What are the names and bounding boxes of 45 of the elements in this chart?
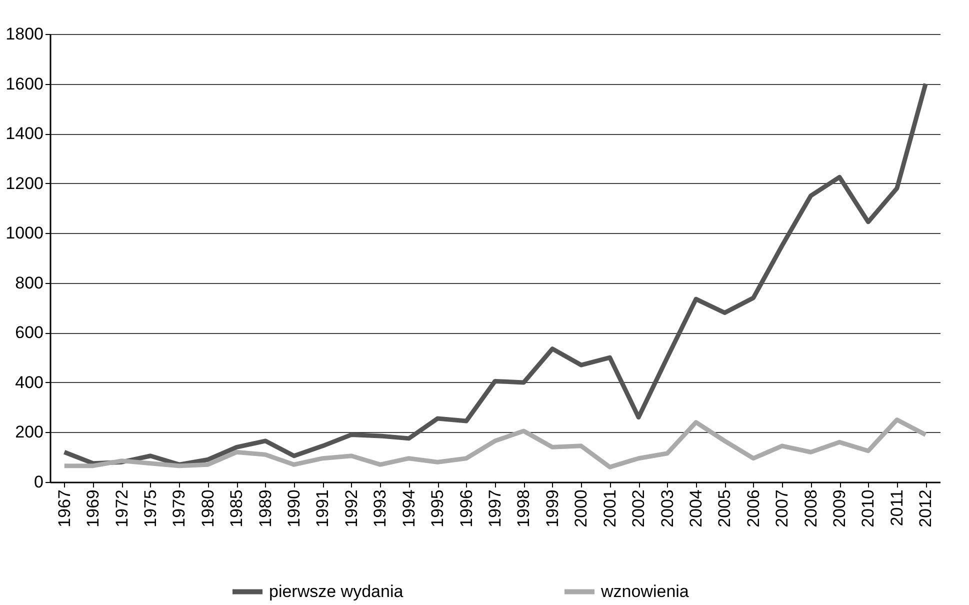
x-tick-label: 2008 [801, 490, 820, 528]
x-tick-label: 1989 [256, 490, 275, 528]
x-tick-label: 1996 [456, 490, 476, 528]
y-tick-label: 1600 [6, 74, 44, 94]
y-tick-label: 200 [15, 422, 44, 442]
x-tick-label: 1972 [112, 490, 132, 528]
x-tick-label: 1985 [227, 490, 246, 528]
legend-label: wznowienia [600, 582, 690, 601]
y-tick-label: 1000 [6, 224, 44, 243]
x-tick-label: 2002 [629, 490, 648, 528]
x-tick-label: 2005 [715, 490, 734, 528]
x-tick-label: 1992 [342, 490, 361, 528]
line-series [62, 82, 928, 467]
x-tick-label: 2011 [887, 490, 906, 526]
x-tick-label: 2004 [686, 490, 706, 528]
x-tick-label: 1994 [399, 490, 418, 528]
x-tick-label: 1993 [370, 490, 390, 528]
x-tick-label: 1975 [140, 490, 160, 528]
x-tick-label: 1980 [198, 490, 218, 528]
x-tick-label: 2012 [916, 490, 936, 528]
x-tick-label: 2007 [772, 490, 792, 528]
x-tick-label: 1998 [514, 490, 534, 528]
line-series [62, 418, 928, 470]
y-tick-label: 600 [15, 323, 44, 342]
x-tick-label: 1969 [84, 490, 103, 528]
y-tick-label: 1800 [6, 24, 44, 44]
y-tick-label: 400 [15, 372, 44, 392]
y-tick-label: 0 [34, 472, 44, 492]
x-tick-label: 2010 [858, 490, 878, 528]
x-tick-label: 2003 [658, 490, 677, 528]
x-tick-label: 1995 [428, 490, 448, 528]
x-tick-label: 1990 [284, 490, 304, 528]
x-tick-label: 2009 [830, 490, 850, 528]
x-tick-label: 1967 [54, 490, 74, 528]
x-tick-label: 1999 [542, 490, 562, 528]
x-tick-label: 2001 [600, 490, 620, 528]
x-tick-label: 1991 [313, 490, 332, 528]
y-tick-label: 800 [15, 273, 44, 292]
y-tick-label: 1400 [6, 124, 44, 144]
x-tick-label: 2000 [572, 490, 591, 528]
x-tick-label: 1979 [170, 490, 189, 528]
legend-label: pierwsze wydania [269, 582, 404, 601]
y-tick-label: 1200 [6, 174, 44, 193]
x-tick-label: 2006 [744, 490, 763, 528]
x-tick-label: 1997 [486, 490, 504, 528]
